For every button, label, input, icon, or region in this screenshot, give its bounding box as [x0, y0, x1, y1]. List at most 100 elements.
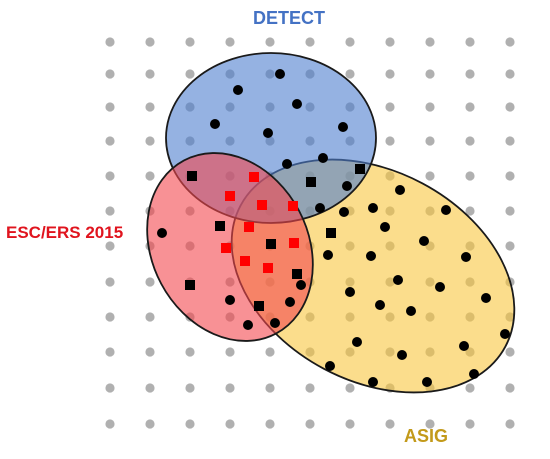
background-dot: [305, 419, 315, 429]
marker-square-red: [263, 263, 273, 273]
marker-circle: [461, 252, 471, 262]
background-dot: [505, 383, 515, 393]
background-dot: [105, 136, 115, 146]
set-ellipses: [146, 52, 516, 394]
marker-circle: [368, 377, 378, 387]
background-dot: [385, 37, 395, 47]
marker-circle: [368, 203, 378, 213]
marker-circle: [210, 119, 220, 129]
marker-circle: [270, 318, 280, 328]
marker-square-red: [225, 191, 235, 201]
background-dot: [505, 102, 515, 112]
marker-circle: [275, 69, 285, 79]
marker-square-black: [266, 239, 276, 249]
marker-circle: [397, 350, 407, 360]
marker-square-black: [187, 171, 197, 181]
marker-circle: [395, 185, 405, 195]
background-dot: [145, 277, 155, 287]
background-dot: [105, 312, 115, 322]
marker-circle: [339, 207, 349, 217]
background-dot: [145, 312, 155, 322]
background-dot: [505, 37, 515, 47]
background-dot: [345, 383, 355, 393]
background-dot: [105, 102, 115, 112]
background-dot: [225, 419, 235, 429]
marker-square-black: [306, 177, 316, 187]
background-dot: [465, 171, 475, 181]
marker-circle: [459, 341, 469, 351]
marker-square-red: [249, 172, 259, 182]
background-dot: [265, 383, 275, 393]
marker-square-black: [292, 269, 302, 279]
background-dot: [385, 136, 395, 146]
background-dot: [145, 69, 155, 79]
background-dot: [265, 37, 275, 47]
marker-circle: [285, 297, 295, 307]
background-dot: [465, 206, 475, 216]
set-label-asig: ASIG: [404, 426, 449, 446]
marker-circle: [338, 122, 348, 132]
marker-circle: [263, 128, 273, 138]
background-dot: [105, 241, 115, 251]
marker-circle: [366, 251, 376, 261]
background-dot: [145, 347, 155, 357]
marker-circle: [441, 205, 451, 215]
marker-circle: [435, 282, 445, 292]
background-dot: [225, 37, 235, 47]
background-dot: [305, 383, 315, 393]
background-dot: [105, 171, 115, 181]
marker-circle: [233, 85, 243, 95]
background-dot: [105, 419, 115, 429]
background-dot: [185, 69, 195, 79]
marker-circle: [318, 153, 328, 163]
background-dot: [265, 347, 275, 357]
background-dot: [505, 419, 515, 429]
background-dot: [505, 69, 515, 79]
marker-circle: [325, 361, 335, 371]
background-dot: [145, 383, 155, 393]
background-dot: [425, 102, 435, 112]
background-dot: [385, 419, 395, 429]
background-dot: [105, 206, 115, 216]
background-dot: [505, 171, 515, 181]
marker-circle: [422, 377, 432, 387]
background-dot: [345, 69, 355, 79]
marker-square-black: [215, 221, 225, 231]
background-dot: [185, 347, 195, 357]
background-dot: [145, 171, 155, 181]
marker-circle: [419, 236, 429, 246]
data-markers: [157, 69, 510, 387]
background-dot: [425, 37, 435, 47]
background-dot: [185, 37, 195, 47]
set-label-esc-ers-2015: ESC/ERS 2015: [6, 223, 124, 242]
background-dot: [425, 419, 435, 429]
background-dot: [145, 102, 155, 112]
marker-square-red: [288, 201, 298, 211]
marker-square-red: [244, 222, 254, 232]
background-dot: [225, 347, 235, 357]
background-dot: [505, 347, 515, 357]
marker-circle: [243, 320, 253, 330]
background-dot: [185, 419, 195, 429]
marker-circle: [345, 287, 355, 297]
background-dot: [505, 136, 515, 146]
background-dot: [105, 277, 115, 287]
background-dot: [105, 37, 115, 47]
marker-square-red: [240, 256, 250, 266]
background-dot: [425, 136, 435, 146]
background-dot: [505, 241, 515, 251]
marker-square-red: [289, 238, 299, 248]
marker-square-black: [185, 280, 195, 290]
marker-square-red: [257, 200, 267, 210]
background-dot: [465, 69, 475, 79]
marker-square-black: [326, 228, 336, 238]
background-dot: [345, 37, 355, 47]
background-dot: [105, 69, 115, 79]
background-dot: [385, 69, 395, 79]
background-dot: [385, 102, 395, 112]
marker-circle: [352, 337, 362, 347]
background-dot: [105, 383, 115, 393]
background-dot: [305, 37, 315, 47]
marker-circle: [469, 369, 479, 379]
background-dot: [465, 136, 475, 146]
